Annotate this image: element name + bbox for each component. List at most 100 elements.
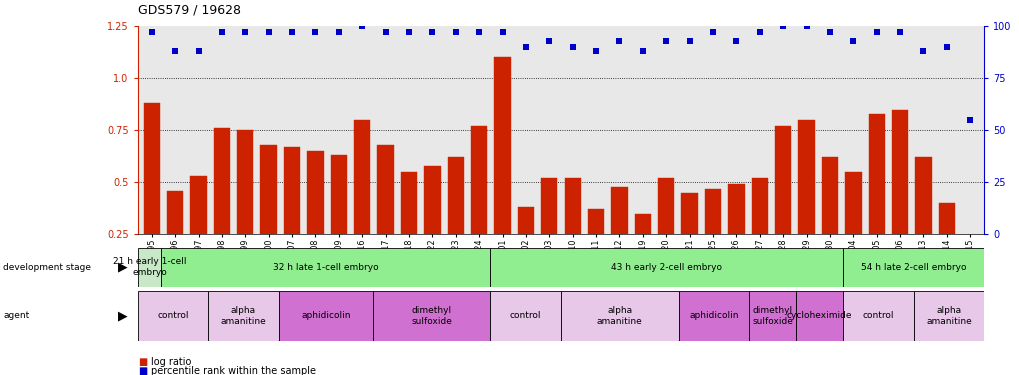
Bar	[138, 291, 208, 341]
Text: cycloheximide: cycloheximide	[787, 311, 852, 320]
Point	[236, 30, 253, 36]
Bar	[518, 207, 534, 286]
Bar	[208, 291, 278, 341]
Point	[774, 23, 791, 29]
Point	[307, 30, 323, 36]
Text: GDS579 / 19628: GDS579 / 19628	[138, 4, 240, 17]
Text: 21 h early 1-cell
embryo: 21 h early 1-cell embryo	[112, 258, 186, 277]
Point	[751, 30, 767, 36]
Point	[728, 38, 744, 44]
Point	[518, 44, 534, 50]
Bar	[138, 248, 161, 287]
Bar	[541, 178, 557, 286]
Text: ■: ■	[138, 357, 147, 367]
Bar	[400, 172, 417, 286]
Point	[634, 48, 650, 54]
Bar	[796, 291, 843, 341]
Point	[191, 48, 207, 54]
Bar	[634, 214, 650, 286]
Text: dimethyl
sulfoxide: dimethyl sulfoxide	[411, 306, 451, 326]
Point	[961, 117, 977, 123]
Point	[610, 38, 627, 44]
Point	[214, 30, 230, 36]
Point	[471, 30, 487, 36]
Bar	[330, 155, 346, 286]
Bar	[144, 103, 160, 286]
Text: control: control	[862, 311, 894, 320]
Bar	[798, 120, 814, 286]
Bar	[751, 178, 767, 286]
Bar	[748, 291, 796, 341]
Text: development stage: development stage	[3, 263, 91, 272]
Bar	[354, 120, 370, 286]
Text: percentile rank within the sample: percentile rank within the sample	[151, 366, 316, 375]
Bar	[704, 189, 720, 286]
Point	[400, 30, 417, 36]
Point	[354, 23, 370, 29]
Bar	[167, 190, 183, 286]
Point	[330, 30, 346, 36]
Bar	[868, 114, 884, 286]
Point	[891, 30, 907, 36]
Point	[260, 30, 276, 36]
Point	[283, 30, 300, 36]
Text: control: control	[157, 311, 189, 320]
Point	[447, 30, 464, 36]
Bar	[821, 158, 838, 286]
Text: 54 h late 2-cell embryo: 54 h late 2-cell embryo	[860, 262, 966, 272]
Bar	[214, 128, 230, 286]
Bar	[774, 126, 791, 286]
Point	[845, 38, 861, 44]
Point	[494, 30, 511, 36]
Bar	[447, 158, 464, 286]
Text: alpha
amanitine: alpha amanitine	[925, 306, 971, 326]
Bar	[657, 178, 674, 286]
Point	[914, 48, 930, 54]
Bar	[278, 291, 373, 341]
Bar	[913, 291, 983, 341]
Bar	[191, 176, 207, 286]
Bar	[961, 241, 977, 286]
Point	[937, 44, 954, 50]
Text: alpha
amanitine: alpha amanitine	[596, 306, 642, 326]
Text: 32 h late 1-cell embryo: 32 h late 1-cell embryo	[273, 262, 378, 272]
Text: 43 h early 2-cell embryo: 43 h early 2-cell embryo	[610, 262, 721, 272]
Bar	[236, 130, 253, 286]
Point	[681, 38, 697, 44]
Point	[587, 48, 603, 54]
Point	[657, 38, 674, 44]
Bar	[587, 209, 603, 286]
Bar	[307, 151, 323, 286]
Point	[821, 30, 838, 36]
Point	[798, 23, 814, 29]
Bar	[377, 145, 393, 286]
Text: ▶: ▶	[118, 261, 127, 274]
Bar	[564, 178, 580, 286]
Bar	[681, 193, 697, 286]
Bar	[891, 110, 907, 286]
Bar	[490, 248, 843, 287]
Text: agent: agent	[3, 311, 30, 320]
Text: ■: ■	[138, 366, 147, 375]
Bar	[283, 147, 300, 286]
Point	[377, 30, 393, 36]
Point	[868, 30, 884, 36]
Bar	[678, 291, 748, 341]
Bar	[161, 248, 490, 287]
Point	[704, 30, 720, 36]
Bar	[494, 57, 511, 286]
Text: ▶: ▶	[118, 309, 127, 322]
Bar	[845, 172, 861, 286]
Bar	[424, 166, 440, 286]
Bar	[471, 126, 487, 286]
Text: dimethyl
sulfoxide: dimethyl sulfoxide	[751, 306, 793, 326]
Bar	[490, 291, 560, 341]
Text: control: control	[510, 311, 541, 320]
Bar	[914, 158, 930, 286]
Bar	[260, 145, 276, 286]
Text: aphidicolin: aphidicolin	[301, 311, 351, 320]
Bar	[373, 291, 490, 341]
Point	[144, 30, 160, 36]
Bar	[728, 184, 744, 286]
Text: aphidicolin: aphidicolin	[689, 311, 738, 320]
